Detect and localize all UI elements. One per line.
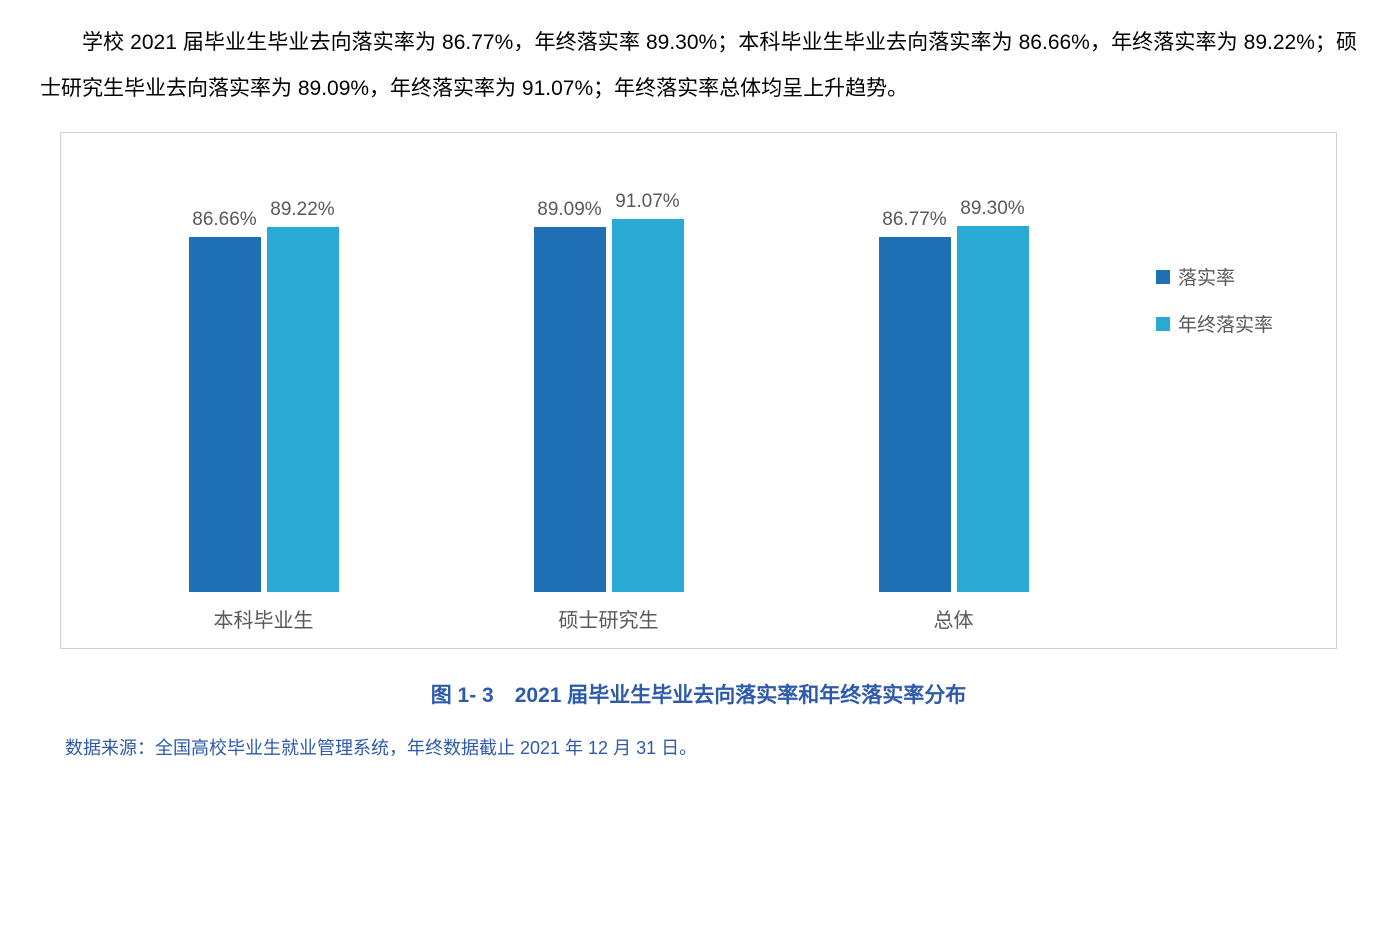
bar <box>957 226 1029 592</box>
bar <box>534 227 606 592</box>
plot-area: 86.66% 89.22% 本科毕业生 89.09% 91.07% <box>61 153 1156 633</box>
x-axis-label: 总体 <box>934 604 974 633</box>
bar-value-label: 86.66% <box>192 209 256 231</box>
chart-container: 86.66% 89.22% 本科毕业生 89.09% 91.07% <box>60 132 1337 649</box>
legend-swatch <box>1156 270 1170 284</box>
x-axis-label: 硕士研究生 <box>559 604 659 633</box>
bar <box>879 237 951 593</box>
bar <box>612 219 684 592</box>
legend-label: 年终落实率 <box>1178 310 1273 337</box>
figure-caption: 图 1- 3 2021 届毕业生毕业去向落实率和年终落实率分布 <box>40 679 1357 709</box>
data-source-note: 数据来源：全国高校毕业生就业管理系统，年终数据截止 2021 年 12 月 31… <box>65 734 1357 760</box>
bar-group: 86.66% 89.22% 本科毕业生 <box>91 153 436 633</box>
legend-label: 落实率 <box>1178 263 1235 290</box>
legend-item: 落实率 <box>1156 263 1316 290</box>
bar-value-label: 89.09% <box>537 199 601 221</box>
body-paragraph: 学校 2021 届毕业生毕业去向落实率为 86.77%，年终落实率 89.30%… <box>40 20 1357 112</box>
legend-item: 年终落实率 <box>1156 310 1316 337</box>
bar-group: 86.77% 89.30% 总体 <box>781 153 1126 633</box>
bar <box>267 227 339 593</box>
x-axis-label: 本科毕业生 <box>214 604 314 633</box>
bar <box>189 237 261 592</box>
bar-value-label: 86.77% <box>882 209 946 231</box>
bar-value-label: 89.22% <box>270 199 334 221</box>
bar-value-label: 91.07% <box>615 191 679 213</box>
bar-value-label: 89.30% <box>960 198 1024 220</box>
bar-group: 89.09% 91.07% 硕士研究生 <box>436 153 781 633</box>
legend: 落实率 年终落实率 <box>1156 153 1336 357</box>
legend-swatch <box>1156 317 1170 331</box>
